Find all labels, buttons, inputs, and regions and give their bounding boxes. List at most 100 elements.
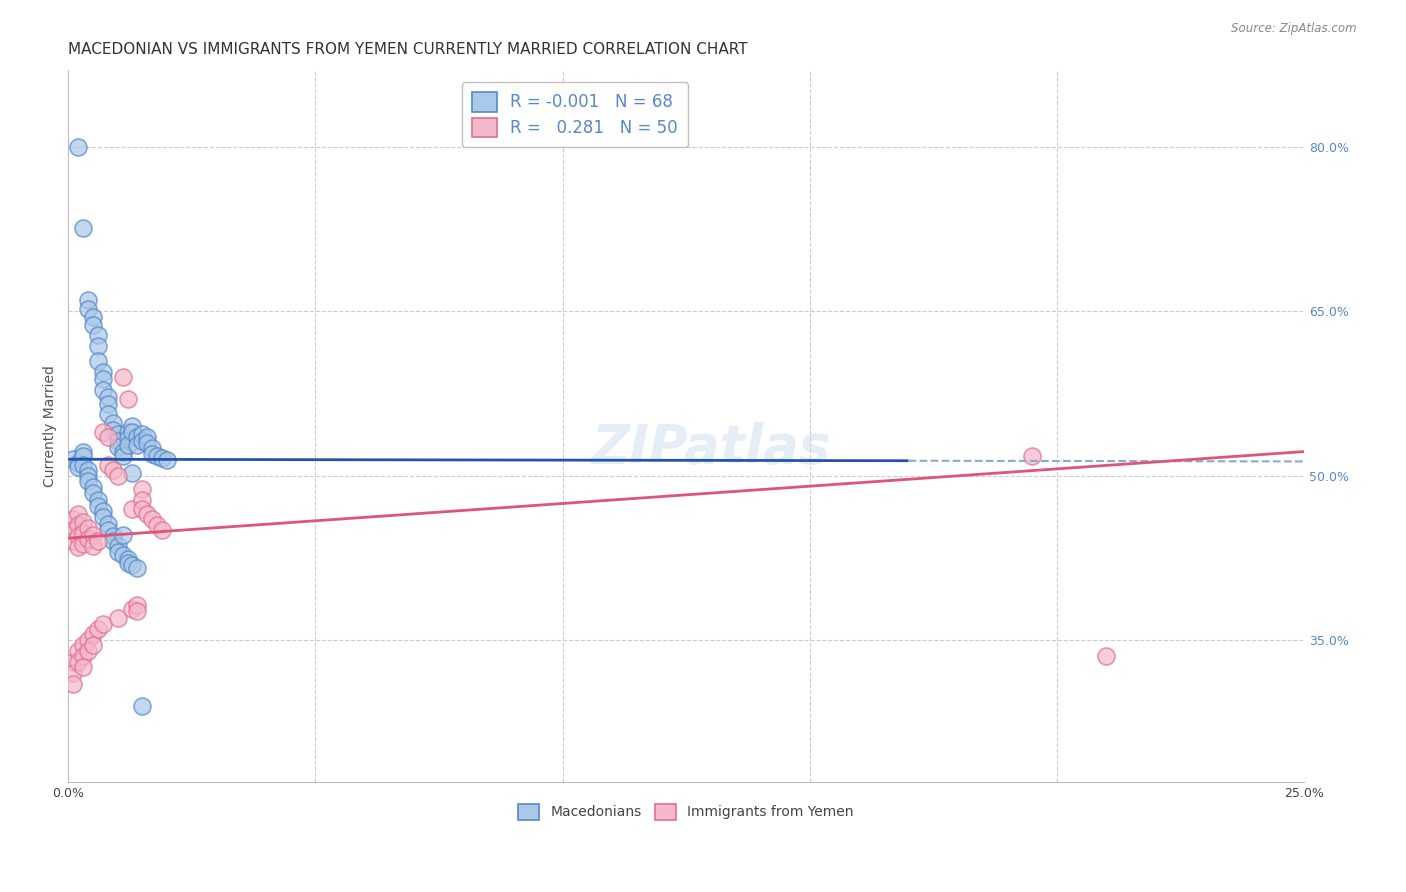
- Point: [72, 221, 94, 235]
- Point: [77, 463, 100, 477]
- Point: [107, 434, 129, 448]
- Point: [101, 463, 124, 477]
- Point: [146, 518, 169, 533]
- Point: [67, 655, 90, 669]
- Point: [82, 318, 104, 332]
- Point: [77, 474, 100, 488]
- Point: [72, 660, 94, 674]
- Point: [127, 560, 149, 574]
- Point: [97, 516, 120, 531]
- Point: [62, 665, 84, 680]
- Point: [62, 677, 84, 691]
- Point: [101, 529, 124, 543]
- Point: [77, 302, 100, 317]
- Point: [141, 447, 163, 461]
- Point: [1095, 649, 1118, 664]
- Point: [117, 438, 139, 452]
- Point: [62, 534, 84, 549]
- Point: [91, 616, 114, 631]
- Point: [67, 456, 90, 470]
- Point: [150, 451, 173, 466]
- Point: [136, 430, 159, 444]
- Point: [101, 534, 124, 549]
- Point: [67, 507, 90, 521]
- Point: [131, 434, 153, 448]
- Point: [117, 392, 139, 406]
- Point: [91, 372, 114, 386]
- Y-axis label: Currently Married: Currently Married: [44, 366, 58, 487]
- Point: [150, 524, 173, 538]
- Point: [141, 442, 163, 456]
- Point: [107, 611, 129, 625]
- Point: [111, 444, 134, 458]
- Point: [121, 558, 143, 573]
- Point: [72, 525, 94, 540]
- Point: [97, 390, 120, 404]
- Point: [72, 444, 94, 458]
- Point: [62, 655, 84, 669]
- Point: [72, 449, 94, 463]
- Point: [111, 370, 134, 384]
- Point: [111, 548, 134, 562]
- Point: [111, 449, 134, 463]
- Point: [127, 605, 149, 619]
- Point: [72, 536, 94, 550]
- Point: [97, 524, 120, 538]
- Point: [77, 632, 100, 647]
- Point: [77, 644, 100, 658]
- Point: [91, 504, 114, 518]
- Point: [77, 521, 100, 535]
- Point: [87, 534, 110, 549]
- Point: [131, 698, 153, 713]
- Point: [87, 339, 110, 353]
- Legend: Macedonians, Immigrants from Yemen: Macedonians, Immigrants from Yemen: [513, 798, 859, 825]
- Point: [101, 416, 124, 430]
- Point: [97, 408, 120, 422]
- Point: [91, 425, 114, 439]
- Point: [67, 644, 90, 658]
- Point: [141, 512, 163, 526]
- Point: [111, 528, 134, 542]
- Point: [67, 518, 90, 533]
- Point: [87, 353, 110, 368]
- Point: [87, 622, 110, 636]
- Point: [91, 510, 114, 524]
- Point: [121, 501, 143, 516]
- Point: [87, 328, 110, 343]
- Point: [72, 639, 94, 653]
- Point: [117, 552, 139, 566]
- Point: [107, 545, 129, 559]
- Point: [62, 512, 84, 526]
- Point: [77, 468, 100, 483]
- Point: [82, 486, 104, 500]
- Point: [82, 639, 104, 653]
- Point: [117, 556, 139, 570]
- Point: [121, 425, 143, 439]
- Point: [97, 430, 120, 444]
- Point: [107, 468, 129, 483]
- Text: ZIPatlas: ZIPatlas: [592, 422, 831, 474]
- Point: [107, 539, 129, 553]
- Point: [82, 480, 104, 494]
- Point: [136, 435, 159, 450]
- Point: [97, 397, 120, 411]
- Point: [107, 427, 129, 442]
- Point: [131, 492, 153, 507]
- Point: [72, 515, 94, 529]
- Point: [146, 449, 169, 463]
- Point: [101, 423, 124, 437]
- Point: [82, 310, 104, 324]
- Point: [121, 602, 143, 616]
- Point: [82, 528, 104, 542]
- Point: [67, 529, 90, 543]
- Point: [77, 293, 100, 308]
- Point: [131, 427, 153, 442]
- Point: [62, 452, 84, 467]
- Point: [87, 500, 110, 514]
- Point: [121, 467, 143, 481]
- Point: [82, 627, 104, 641]
- Point: [127, 598, 149, 612]
- Point: [67, 459, 90, 474]
- Point: [91, 365, 114, 379]
- Point: [77, 532, 100, 546]
